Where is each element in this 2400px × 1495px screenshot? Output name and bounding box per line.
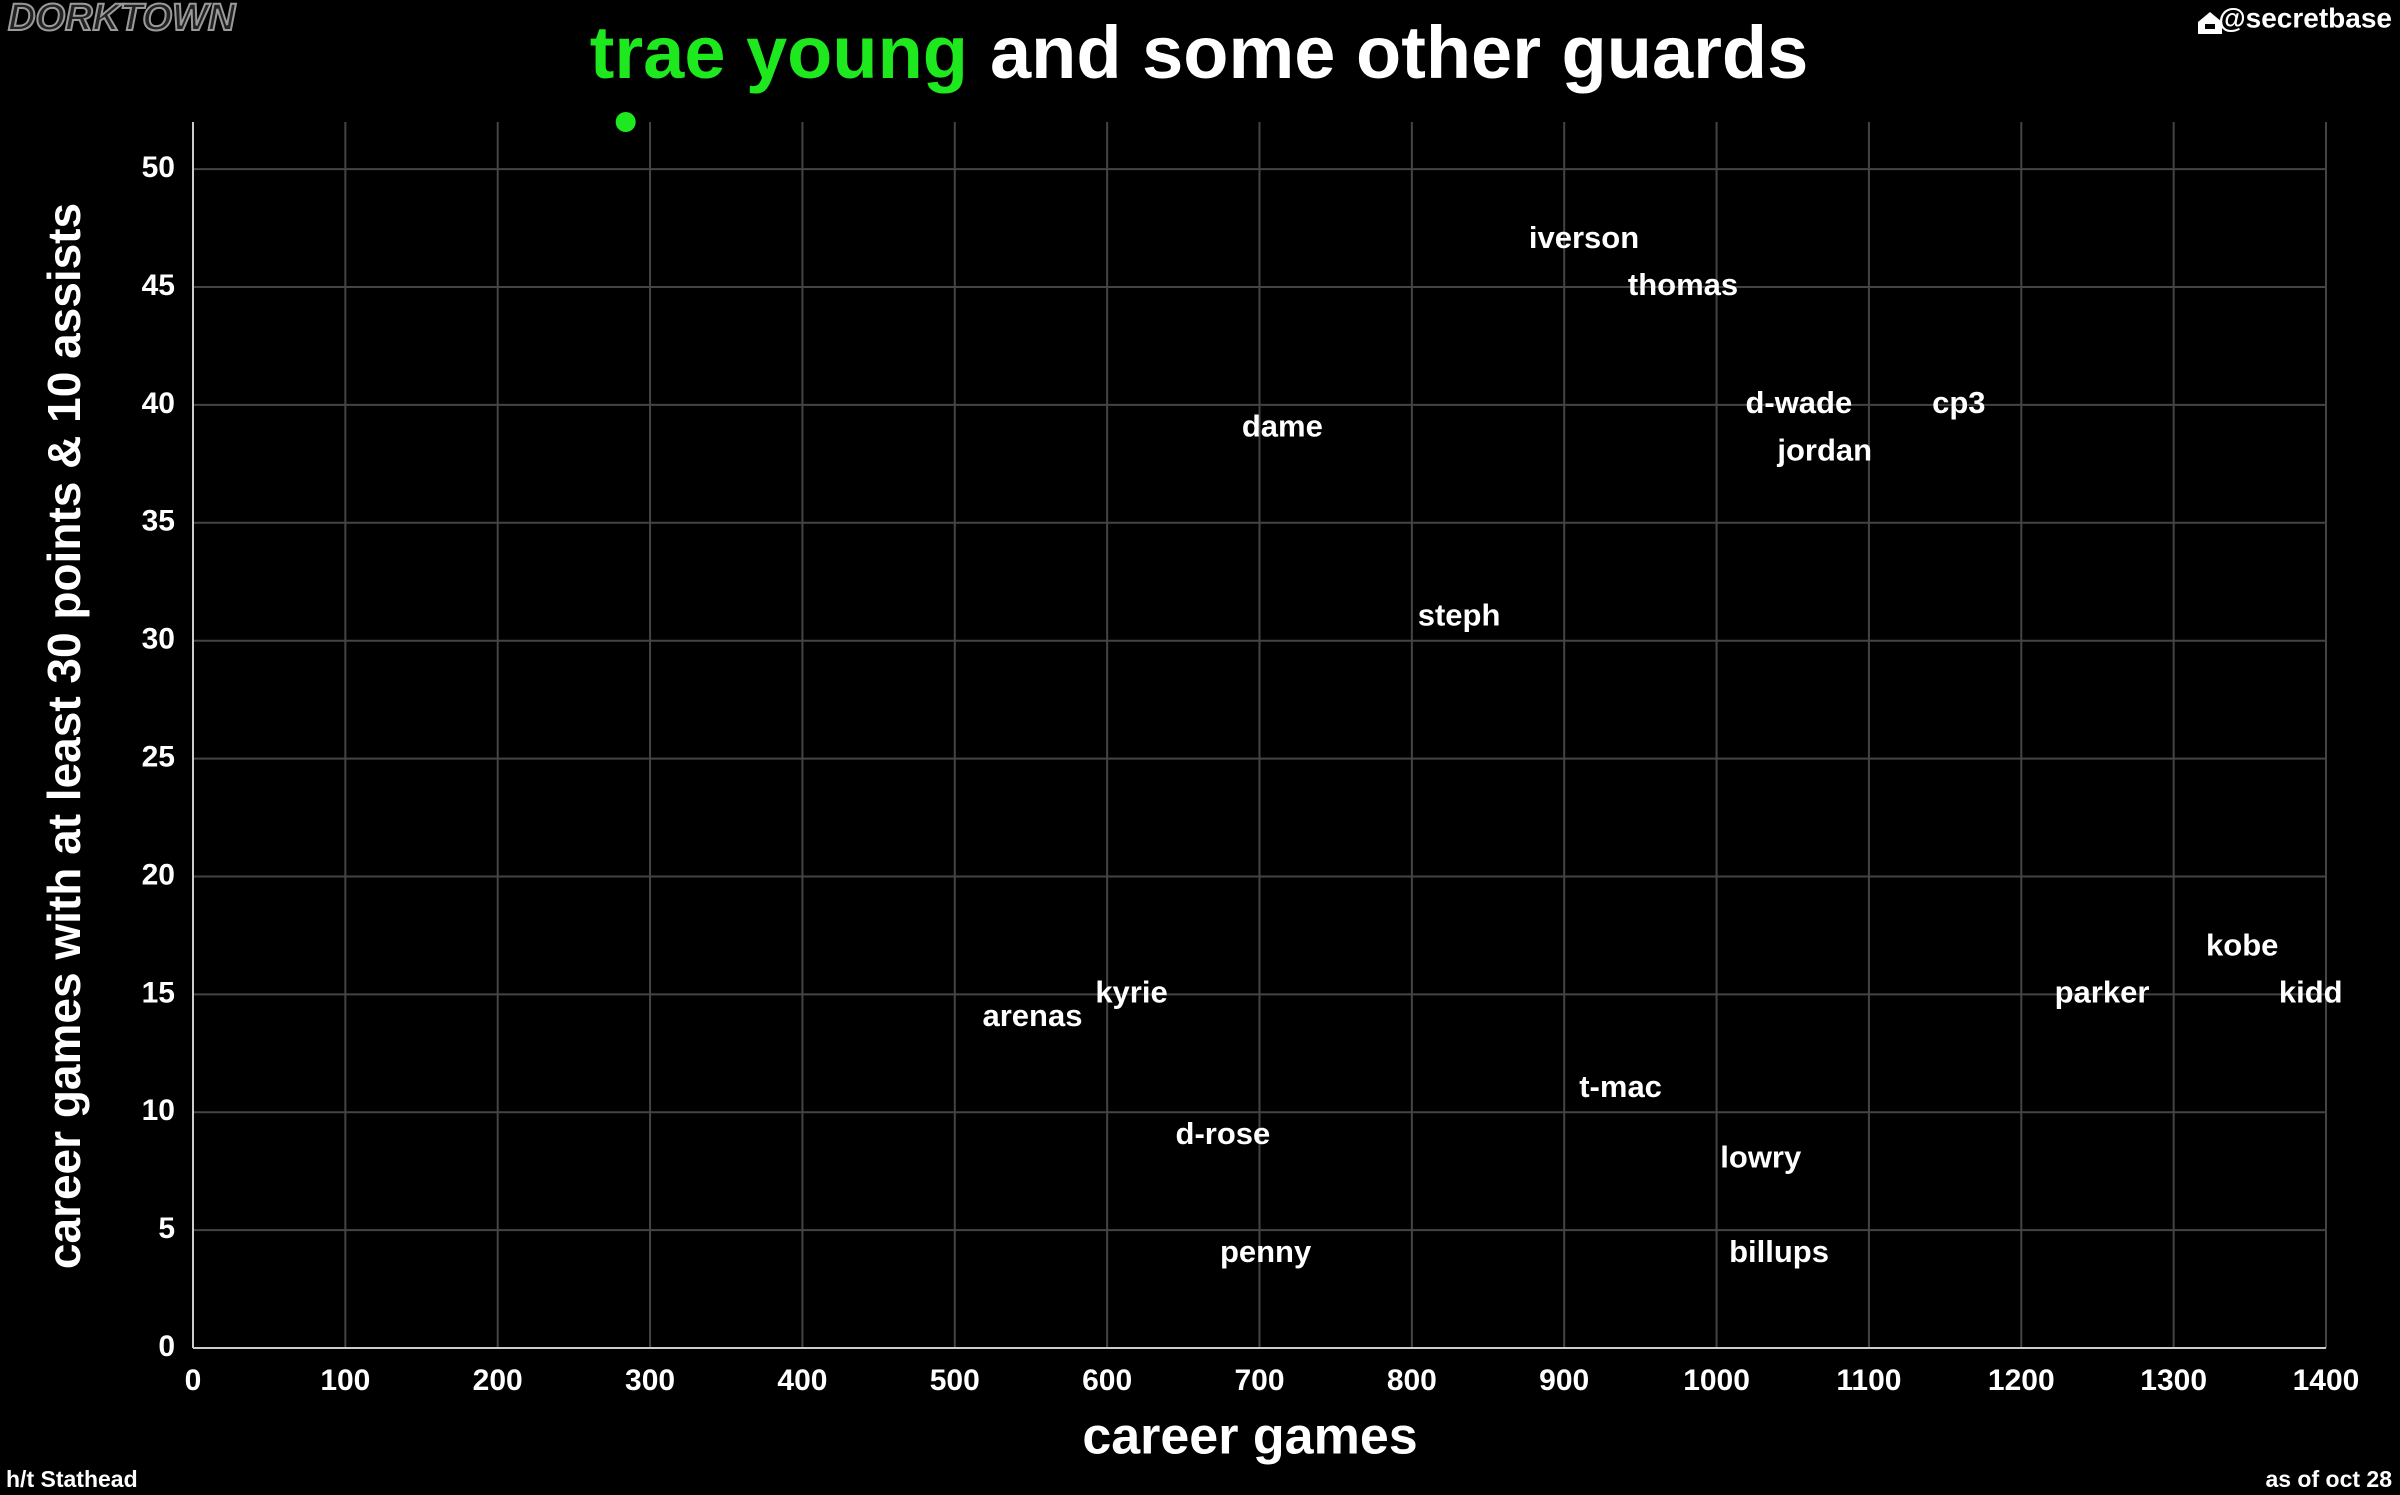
point-label: steph	[1418, 597, 1501, 632]
date-note: as of oct 28	[2265, 1466, 2392, 1492]
x-tick-label: 100	[320, 1364, 370, 1397]
title-rest: and some other guards	[990, 11, 1808, 94]
point-label: dame	[1242, 409, 1323, 444]
point-label: jordan	[1776, 432, 1872, 467]
point-label: d-wade	[1745, 385, 1852, 420]
point-label: kidd	[2279, 975, 2343, 1010]
y-tick-label: 0	[158, 1330, 175, 1363]
point-label: kobe	[2206, 927, 2278, 962]
x-tick-label: 1100	[1836, 1364, 1901, 1397]
point-label: iverson	[1529, 220, 1639, 255]
point-label: kyrie	[1095, 975, 1167, 1010]
point-label: cp3	[1932, 385, 1985, 420]
x-tick-label: 1000	[1683, 1364, 1750, 1397]
point-label: lowry	[1720, 1140, 1802, 1175]
highlight-point	[615, 112, 636, 132]
x-tick-label: 0	[185, 1364, 202, 1397]
y-tick-label: 25	[142, 740, 175, 773]
point-label: arenas	[983, 998, 1083, 1033]
watermark: DORKTOWN	[8, 0, 237, 39]
handle-icon	[2198, 12, 2222, 34]
x-tick-label: 200	[473, 1364, 523, 1397]
x-tick-label: 900	[1539, 1364, 1589, 1397]
x-tick-label: 600	[1082, 1364, 1132, 1397]
y-tick-label: 40	[142, 387, 175, 420]
point-label: thomas	[1628, 267, 1738, 302]
y-tick-label: 35	[142, 505, 175, 538]
point-label: parker	[2055, 975, 2150, 1010]
point-label: penny	[1220, 1234, 1312, 1269]
y-axis-label: career games with at least 30 points & 1…	[38, 203, 90, 1269]
x-tick-label: 1300	[2140, 1364, 2207, 1397]
y-tick-label: 50	[142, 151, 175, 184]
point-label: billups	[1729, 1234, 1829, 1269]
y-tick-label: 5	[158, 1212, 175, 1245]
y-tick-label: 15	[142, 976, 175, 1009]
x-tick-label: 800	[1387, 1364, 1437, 1397]
x-tick-label: 700	[1234, 1364, 1284, 1397]
y-tick-label: 45	[142, 269, 175, 302]
handle: @secretbase	[2218, 2, 2392, 33]
x-tick-label: 1400	[2293, 1364, 2360, 1397]
point-label: d-rose	[1176, 1116, 1271, 1151]
y-tick-label: 20	[142, 858, 175, 891]
chart-title: trae young and some other guards	[590, 11, 1809, 94]
y-tick-label: 30	[142, 623, 175, 656]
x-tick-label: 1200	[1988, 1364, 2055, 1397]
y-tick-label: 10	[142, 1094, 175, 1127]
x-tick-label: 300	[625, 1364, 675, 1397]
x-tick-label: 400	[777, 1364, 827, 1397]
x-tick-label: 500	[930, 1364, 980, 1397]
source-note: h/t Stathead	[6, 1466, 138, 1492]
x-axis-label: career games	[1082, 1408, 1417, 1466]
title-highlight: trae young	[590, 11, 968, 94]
point-label: t-mac	[1579, 1069, 1662, 1104]
